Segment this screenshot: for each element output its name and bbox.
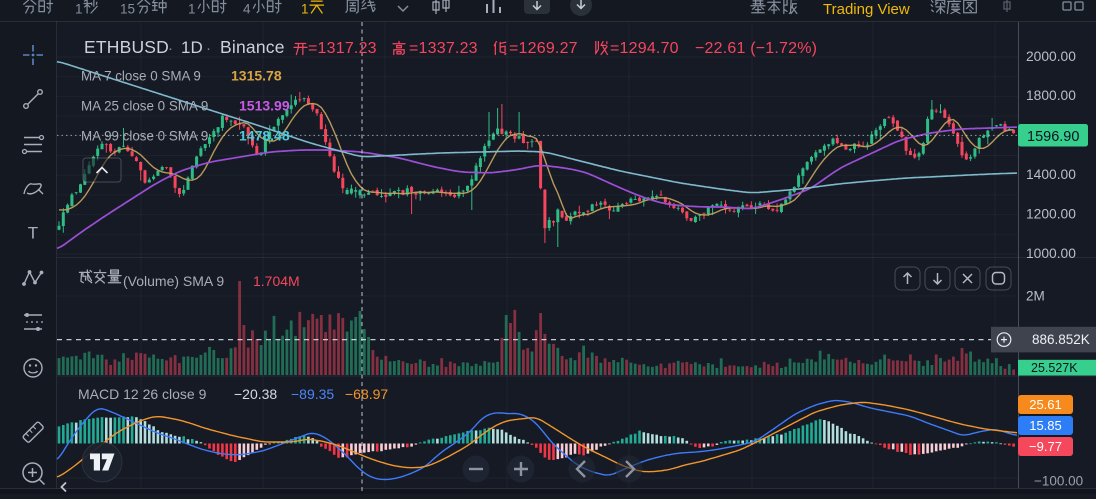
- svg-text:(Volume) SMA 9: (Volume) SMA 9: [123, 273, 224, 289]
- svg-text:1000.00: 1000.00: [1026, 246, 1076, 261]
- svg-text:MACD 12 26 close 9: MACD 12 26 close 9: [78, 386, 207, 402]
- svg-text:15: 15: [120, 2, 135, 17]
- svg-text:T: T: [28, 224, 38, 243]
- svg-text:ETHBUSD: ETHBUSD: [84, 37, 169, 57]
- svg-text:2M: 2M: [1026, 289, 1045, 304]
- svg-text:4: 4: [243, 2, 251, 17]
- svg-text:15.85: 15.85: [1029, 418, 1062, 433]
- svg-text:1315.78: 1315.78: [231, 68, 282, 84]
- svg-text:1400.00: 1400.00: [1026, 167, 1076, 182]
- svg-text:·: ·: [206, 40, 211, 57]
- svg-text:Trading View: Trading View: [823, 1, 910, 18]
- svg-text:1513.99: 1513.99: [239, 98, 290, 114]
- svg-text:MA 7 close 0 SMA 9: MA 7 close 0 SMA 9: [81, 69, 201, 84]
- svg-text:1200.00: 1200.00: [1026, 206, 1076, 221]
- svg-text:1D: 1D: [181, 38, 203, 57]
- svg-text:Binance: Binance: [220, 37, 285, 57]
- svg-text:−89.35: −89.35: [291, 386, 334, 402]
- svg-text:=1269.27: =1269.27: [509, 40, 578, 57]
- svg-text:1478.48: 1478.48: [239, 128, 290, 144]
- svg-text:1.704M: 1.704M: [253, 273, 300, 289]
- svg-text:MA 99 close 0 SMA 9: MA 99 close 0 SMA 9: [81, 129, 208, 144]
- svg-text:1: 1: [301, 2, 309, 17]
- svg-text:·: ·: [168, 40, 173, 57]
- svg-text:−20.38: −20.38: [234, 386, 277, 402]
- svg-text:−22.61 (−1.72%): −22.61 (−1.72%): [695, 40, 817, 57]
- svg-text:1: 1: [75, 2, 83, 17]
- svg-text:1596.90: 1596.90: [1027, 129, 1079, 145]
- svg-text:MA 25 close 0 SMA 9: MA 25 close 0 SMA 9: [81, 99, 208, 114]
- svg-text:886.852K: 886.852K: [1032, 332, 1090, 347]
- svg-text:1800.00: 1800.00: [1026, 88, 1076, 103]
- svg-text:1: 1: [188, 2, 196, 17]
- svg-text:−9.77: −9.77: [1029, 439, 1062, 454]
- svg-text:−100.00: −100.00: [1034, 474, 1083, 489]
- svg-text:−68.97: −68.97: [345, 386, 388, 402]
- svg-text:2000.00: 2000.00: [1026, 49, 1076, 64]
- svg-text:=1294.70: =1294.70: [610, 40, 679, 57]
- svg-text:=1337.23: =1337.23: [409, 40, 478, 57]
- svg-text:=1317.23: =1317.23: [308, 40, 377, 57]
- svg-text:25.61: 25.61: [1029, 397, 1062, 412]
- svg-text:25.527K: 25.527K: [1031, 361, 1078, 375]
